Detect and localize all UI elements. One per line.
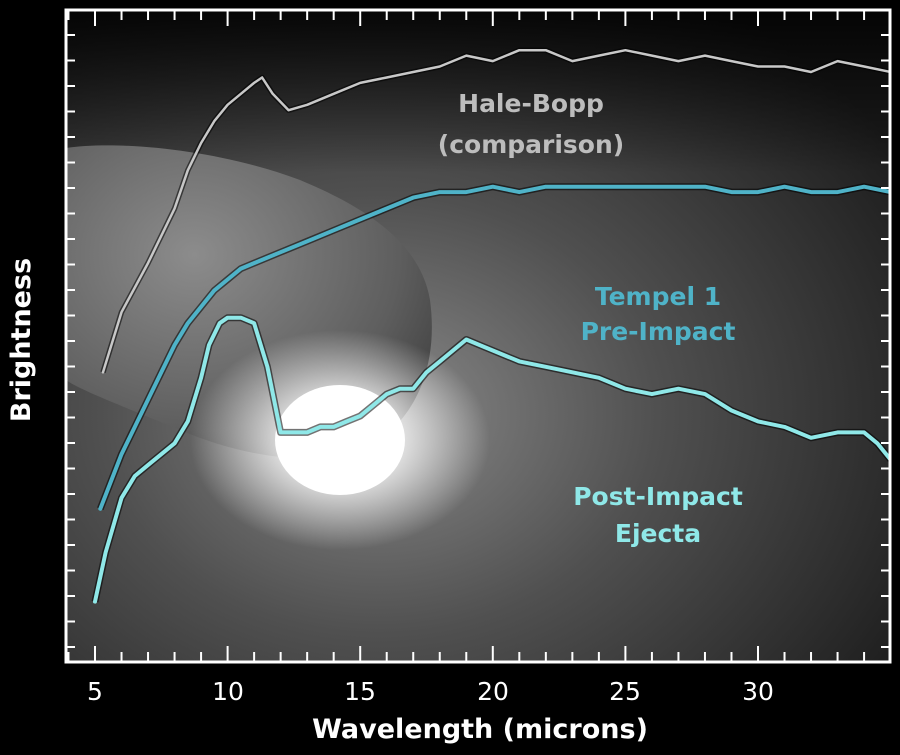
hale-bopp-label-line1: Hale-Bopp [458,89,604,118]
series-line-tempel-1-pre-impact [98,184,890,511]
comet-background [66,10,890,662]
x-tick-label: 5 [87,677,103,706]
x-tick-label: 10 [212,677,244,706]
series-line-post-impact-ejecta [93,315,890,604]
series-line-hale-bopp-comparison [101,48,890,374]
x-tick-label: 15 [344,677,376,706]
plot-frame [64,8,892,664]
tempel1-label-line2: Pre-Impact [581,317,736,346]
ejecta-label-line2: Ejecta [615,519,701,548]
x-tick-label: 20 [477,677,509,706]
y-axis-title: Brightness [6,258,37,422]
series-labels: Hale-Bopp (comparison) Tempel 1 Pre-Impa… [438,89,743,548]
series-layer [91,47,890,604]
hale-bopp-label-line2: (comparison) [438,130,624,159]
x-tick-labels: 5 10 15 20 25 30 [87,677,774,706]
tempel1-label-line1: Tempel 1 [595,282,721,311]
x-tick-label: 30 [742,677,774,706]
x-axis-title: Wavelength (microns) [312,714,648,745]
x-tick-label: 25 [609,677,641,706]
ejecta-label-line1: Post-Impact [573,482,743,511]
axis-ticks [66,10,890,662]
